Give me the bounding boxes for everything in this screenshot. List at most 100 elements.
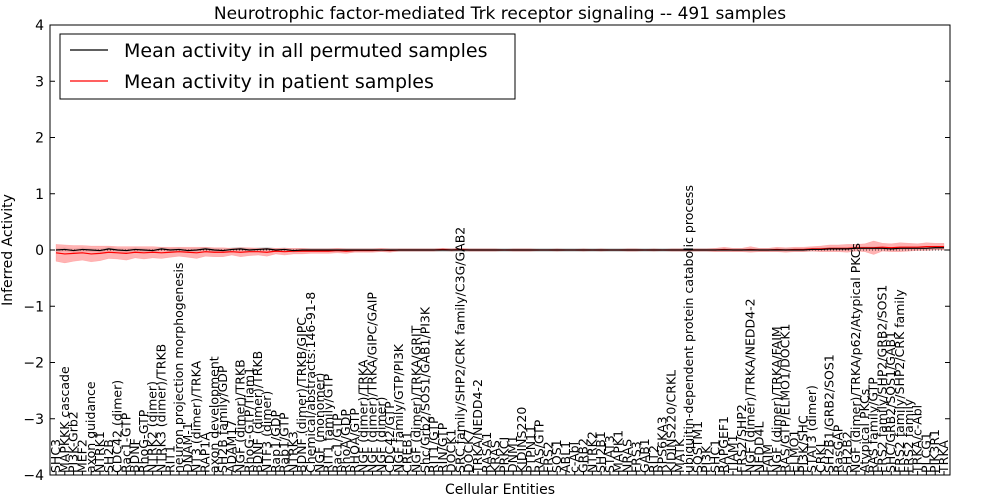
x-tick-label: DOCK7	[461, 429, 476, 473]
x-tick-label: DNM1	[505, 435, 520, 473]
x-tick-label: BDNF (dimer)/TRKB/GIPC	[294, 317, 309, 473]
x-tick-label: NGF (monomer)	[312, 373, 327, 473]
x-tick-label: Rap1/GDP	[268, 410, 283, 473]
x-tick-label: NTRK3	[285, 431, 300, 473]
y-axis-label: Inferred Activity	[0, 194, 16, 306]
x-tick-label: RhoG-GTP	[136, 409, 151, 473]
x-tick-label: neuron projection morphogenesis	[171, 262, 186, 473]
x-tick-label: SRC family/SHP2/CRK family/C3G/GAB2	[452, 227, 467, 473]
x-tick-label: FRS2 family	[901, 398, 916, 473]
x-tick-label: CDC42 (dimer)	[110, 380, 125, 473]
legend-label-patient: Mean activity in patient samples	[124, 71, 434, 93]
x-tick-label: RASA1	[479, 432, 494, 473]
x-tick-label: TRKA	[936, 440, 951, 474]
y-tick-label: 2	[35, 131, 44, 147]
x-tick-label: GRB2	[576, 438, 591, 473]
x-tick-label: NGF (dimer)/TRKA/GRIT	[408, 325, 423, 473]
x-tick-label: ELMO1	[787, 430, 802, 473]
x-tick-label: FRS3	[628, 441, 643, 473]
x-tick-label: SH2B family/GDP	[215, 365, 230, 473]
x-tick-label: PLCG1	[918, 432, 933, 473]
x-tick-label: c-Abl	[567, 442, 582, 473]
x-tick-label: CDC42/GTP	[382, 401, 397, 473]
y-axis: 4 3 2 1 0 −1 −2 −3 −4	[23, 18, 950, 484]
x-tick-label: GAB1	[637, 438, 652, 473]
x-tick-label: axon development	[206, 356, 221, 473]
x-tick-label: NEDD4L	[751, 422, 766, 473]
x-tick-label: TRKA/NEDD4-2	[470, 379, 485, 474]
x-tick-label: FRS2 family/SHP2/CRK family	[892, 289, 907, 473]
legend: Mean activity in all permuted samples Me…	[59, 33, 516, 100]
legend-box	[59, 33, 516, 100]
x-tick-label: NTRK3 (dimer)/TRKB	[154, 344, 169, 473]
x-tick-label: RIT1/GTP	[426, 416, 441, 473]
x-tick-label: Rac1-GTP	[118, 412, 133, 473]
y-tick-label: 3	[35, 74, 44, 90]
x-tick-label: FRS2 family/SHP2/GRB2/SOS1	[874, 285, 889, 473]
x-tick-label: SH2B1/GRB2/SOS1	[822, 354, 837, 473]
x-tick-label: KIDINS220	[514, 407, 529, 473]
y-tick-label: 0	[35, 243, 44, 259]
x-tick-label: CREB1	[400, 431, 415, 473]
y-tick-label: 1	[35, 187, 44, 203]
x-tick-label: MAPK1	[611, 430, 626, 473]
x-tick-label: PRKCI	[496, 437, 511, 473]
x-tick-label: DNAM-1	[180, 422, 195, 473]
x-tick-label: PTPN11	[523, 425, 538, 473]
x-tick-label: Rac1/GTP	[329, 413, 344, 473]
x-tick-label: RAS/GTP/ELMO1/DOCK1	[778, 324, 793, 474]
x-tick-label: RhoG-GTP/Tiam1	[241, 367, 256, 473]
x-tick-label: MAPKKK cascade	[57, 366, 72, 473]
x-tick-label: Rap1/GTP	[277, 412, 292, 473]
x-tick-label: NGF (dimer)/TRKA/p62/Atypical PKCs	[848, 243, 863, 473]
x-tick-label: RPS6KA3	[655, 416, 670, 473]
x-tick-label: RAS/GTP	[532, 419, 547, 473]
x-tick-label: RHOA/GTP	[347, 408, 362, 473]
x-tick-label: FAIM	[760, 444, 775, 473]
x-tick-label: NGF (dimer)/TRKA	[356, 359, 371, 473]
x-tick-label: NT3 (dimer)/TRKA	[189, 360, 204, 473]
x-tick-label: TRKA/c-Abl	[910, 405, 925, 474]
x-tick-label: NGF (dimer)/TRKB	[233, 359, 248, 473]
x-tick-label: STAT3 (dimer)	[804, 385, 819, 473]
x-tick-label: Chemical/abstracts:146-91-8	[303, 292, 318, 473]
y-tick-label: −2	[23, 356, 44, 372]
x-tick-label: SH2B	[101, 439, 116, 473]
x-tick-label: SH2B1	[593, 431, 608, 473]
x-tick-label: MATK	[672, 438, 687, 473]
x-tick-label: SHC3	[48, 439, 63, 473]
x-tick-label: NGF (dimer)/TRKA/GIPC/GAIP	[365, 292, 380, 473]
x-tick-label: PI3K	[699, 445, 714, 473]
x-tick-label: BDNF	[127, 438, 142, 473]
x-tick-label: RAPGEF1	[716, 416, 731, 473]
x-tick-label: NTRK1	[92, 431, 107, 473]
x-tick-label: ADAM17	[224, 420, 239, 473]
legend-label-permuted: Mean activity in all permuted samples	[124, 40, 487, 62]
x-tick-label: RIT1	[162, 445, 177, 473]
x-tick-label: TIAM1	[725, 434, 740, 474]
x-tick-label: RIN/GTP	[435, 422, 450, 473]
x-tick-label: KRAS	[488, 440, 503, 473]
x-tick-label: SH2B2	[839, 431, 854, 473]
x-tick-label: RAS family/GTP	[866, 377, 881, 473]
x-tick-label: NTRK2 (dimer)	[145, 381, 160, 473]
x-tick-label: NRAS	[619, 439, 634, 473]
y-tick-label: −3	[23, 412, 44, 428]
x-tick-label: axon guidance	[83, 381, 98, 473]
x-tick-label: DOCK1	[444, 429, 459, 473]
x-tick-label: NGF (dimer)/TRKA/FAIM	[769, 326, 784, 473]
x-tick-label: RasGAP	[830, 424, 845, 473]
x-tick-label: KIDINS220/CRKL	[663, 370, 678, 473]
y-tick-label: −1	[23, 299, 44, 315]
x-tick-label: SQSTM1	[690, 421, 705, 473]
x-tick-label: SOS1	[549, 439, 564, 473]
x-tick-label: ABL1	[558, 441, 573, 473]
x-tick-label: RAP1A	[197, 432, 212, 473]
x-tick-label: ubiquitin-dependent protein catabolic pr…	[681, 185, 696, 473]
x-tick-label: NTRK2	[584, 431, 599, 473]
x-tick-label: NGF (dimer)/TRKA/NEDD4-2	[743, 298, 758, 473]
x-tick-label: PI3K-Grb2	[66, 411, 81, 473]
y-tick-label: 4	[35, 18, 44, 34]
